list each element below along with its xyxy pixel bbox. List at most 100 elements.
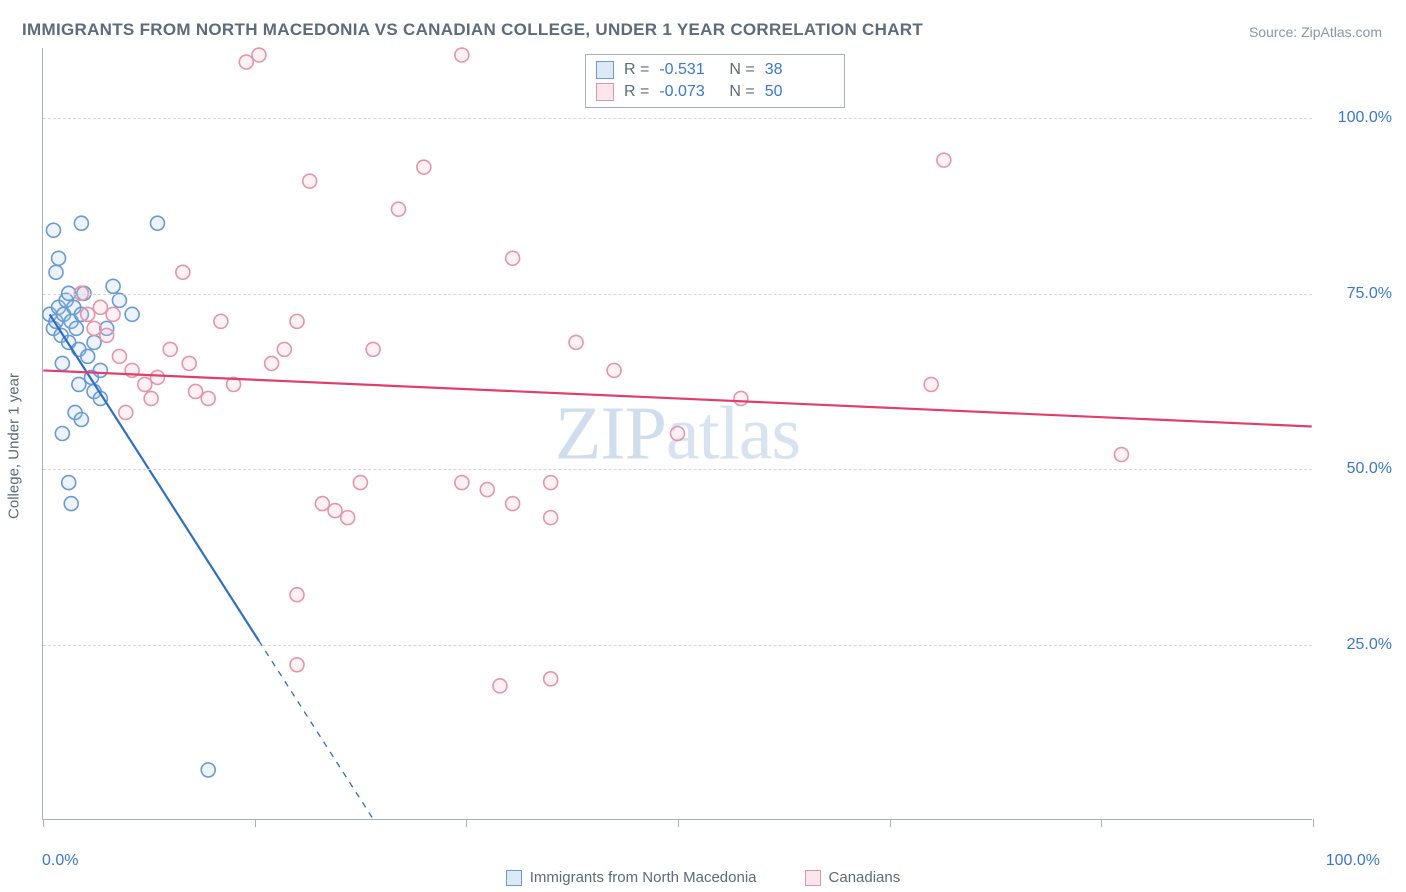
r-label: R =	[624, 83, 649, 101]
plot-svg	[43, 48, 1312, 819]
data-point	[734, 391, 748, 405]
data-point	[100, 328, 114, 342]
data-point	[46, 223, 60, 237]
data-point	[290, 658, 304, 672]
data-point	[455, 476, 469, 490]
x-axis-max-label: 100.0%	[1326, 852, 1380, 870]
data-point	[112, 349, 126, 363]
x-tick	[1313, 819, 1314, 827]
data-point	[315, 497, 329, 511]
data-point	[81, 307, 95, 321]
data-point	[924, 377, 938, 391]
chart-container: IMMIGRANTS FROM NORTH MACEDONIA VS CANAD…	[0, 0, 1406, 892]
data-point	[506, 497, 520, 511]
data-point	[189, 384, 203, 398]
trend-line	[50, 314, 259, 641]
data-point	[176, 265, 190, 279]
data-point	[366, 342, 380, 356]
data-point	[239, 55, 253, 69]
data-point	[182, 356, 196, 370]
data-point	[1114, 448, 1128, 462]
chart-title: IMMIGRANTS FROM NORTH MACEDONIA VS CANAD…	[22, 20, 923, 40]
data-point	[417, 160, 431, 174]
data-point	[455, 48, 469, 62]
x-tick	[890, 819, 891, 827]
n-value: 50	[765, 83, 793, 101]
legend-label: Canadians	[829, 869, 901, 886]
legend-swatch	[596, 83, 614, 101]
data-point	[87, 335, 101, 349]
legend-item: Immigrants from North Macedonia	[506, 869, 757, 886]
data-point	[671, 427, 685, 441]
data-point	[265, 356, 279, 370]
x-tick	[466, 819, 467, 827]
data-point	[252, 48, 266, 62]
data-point	[112, 293, 126, 307]
data-point	[303, 174, 317, 188]
data-point	[81, 349, 95, 363]
data-point	[93, 300, 107, 314]
y-tick-label: 75.0%	[1322, 285, 1392, 303]
data-point	[493, 679, 507, 693]
data-point	[150, 216, 164, 230]
legend-swatch	[596, 61, 614, 79]
gridline	[43, 645, 1312, 646]
x-tick	[43, 819, 44, 827]
y-tick-label: 25.0%	[1322, 636, 1392, 654]
legend-bottom: Immigrants from North Macedonia Canadians	[0, 869, 1406, 886]
trend-line-extrapolated	[259, 641, 373, 819]
n-label: N =	[729, 61, 754, 79]
gridline	[43, 469, 1312, 470]
x-tick	[678, 819, 679, 827]
data-point	[93, 363, 107, 377]
data-point	[74, 216, 88, 230]
stats-row: R = -0.073 N = 50	[596, 81, 834, 103]
data-point	[144, 391, 158, 405]
data-point	[544, 476, 558, 490]
r-value: -0.073	[659, 83, 719, 101]
stats-row: R = -0.531 N = 38	[596, 59, 834, 81]
data-point	[201, 391, 215, 405]
data-point	[62, 476, 76, 490]
trend-line	[43, 370, 1311, 426]
y-tick-label: 100.0%	[1322, 109, 1392, 127]
n-label: N =	[729, 83, 754, 101]
gridline	[43, 294, 1312, 295]
plot-area: ZIPatlas R =-0.531N =38R =-0.073N =50 25…	[42, 48, 1312, 820]
y-axis-label: College, Under 1 year	[6, 373, 23, 519]
data-point	[201, 763, 215, 777]
data-point	[607, 363, 621, 377]
x-tick	[1101, 819, 1102, 827]
data-point	[69, 321, 83, 335]
data-point	[480, 483, 494, 497]
data-point	[544, 672, 558, 686]
data-point	[72, 377, 86, 391]
r-value: -0.531	[659, 61, 719, 79]
data-point	[290, 588, 304, 602]
source-label: Source: ZipAtlas.com	[1249, 24, 1382, 40]
legend-swatch	[506, 870, 522, 886]
data-point	[138, 377, 152, 391]
data-point	[106, 307, 120, 321]
data-point	[569, 335, 583, 349]
data-point	[353, 476, 367, 490]
legend-label: Immigrants from North Macedonia	[530, 869, 757, 886]
data-point	[55, 356, 69, 370]
x-tick	[255, 819, 256, 827]
r-label: R =	[624, 61, 649, 79]
n-value: 38	[765, 61, 793, 79]
data-point	[106, 279, 120, 293]
gridline	[43, 118, 1312, 119]
data-point	[937, 153, 951, 167]
data-point	[125, 307, 139, 321]
data-point	[391, 202, 405, 216]
x-axis-min-label: 0.0%	[42, 852, 78, 870]
legend-swatch	[805, 870, 821, 886]
data-point	[506, 251, 520, 265]
data-point	[290, 314, 304, 328]
y-tick-label: 50.0%	[1322, 460, 1392, 478]
data-point	[49, 265, 63, 279]
data-point	[544, 511, 558, 525]
legend-item: Canadians	[805, 869, 901, 886]
data-point	[214, 314, 228, 328]
